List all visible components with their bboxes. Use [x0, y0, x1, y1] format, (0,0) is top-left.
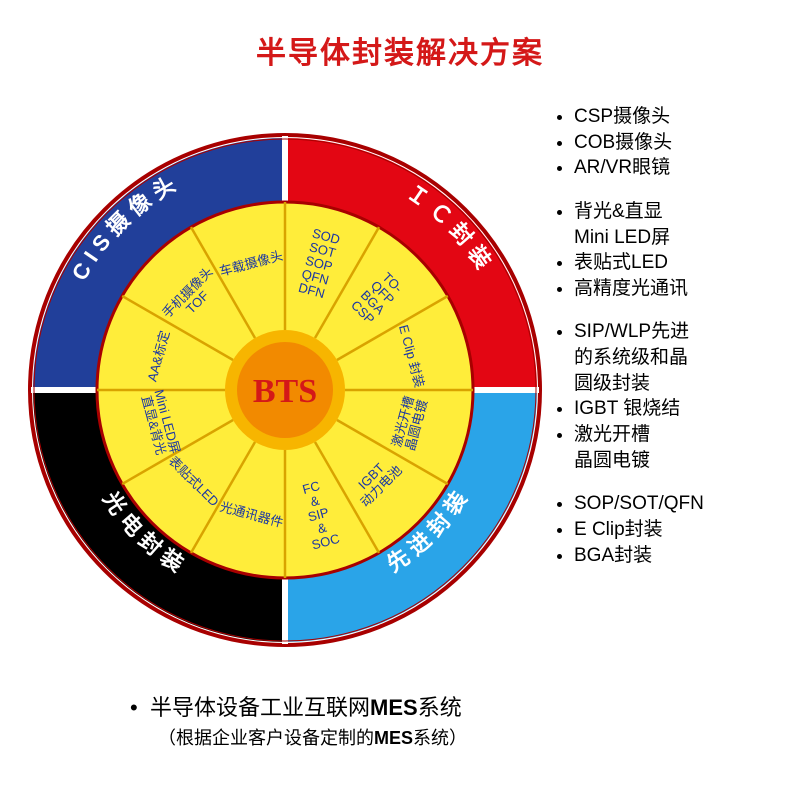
side-list-item: AR/VR眼镜: [574, 155, 792, 181]
side-list-item: 表贴式LED: [574, 250, 792, 276]
side-list-item: E Clip封装: [574, 517, 792, 543]
side-list-item: SIP/WLP先进的系统级和晶圆级封装: [574, 319, 792, 396]
side-list: 背光&直显Mini LED屏表贴式LED高精度光通讯: [552, 199, 792, 302]
side-list: SOP/SOT/QFNE Clip封装BGA封装: [552, 491, 792, 568]
bottom-caption: •半导体设备工业互联网MES系统 （根据企业客户设备定制的MES系统）: [130, 690, 690, 750]
side-list-item: SOP/SOT/QFN: [574, 491, 792, 517]
side-list-item: CSP摄像头: [574, 104, 792, 130]
side-list-item: 激光开槽 晶圆电镀: [574, 422, 792, 473]
side-list-item: BGA封装: [574, 543, 792, 569]
svg-text:BTS: BTS: [253, 373, 317, 410]
side-list-panel: CSP摄像头COB摄像头AR/VR眼镜背光&直显Mini LED屏表贴式LED高…: [552, 104, 792, 586]
side-list: CSP摄像头COB摄像头AR/VR眼镜: [552, 104, 792, 181]
side-list-item: COB摄像头: [574, 130, 792, 156]
side-list-item: 高精度光通讯: [574, 276, 792, 302]
side-list-item: IGBT 银烧结: [574, 396, 792, 422]
side-list-item: 背光&直显Mini LED屏: [574, 199, 792, 250]
side-list: SIP/WLP先进的系统级和晶圆级封装IGBT 银烧结激光开槽 晶圆电镀: [552, 319, 792, 473]
